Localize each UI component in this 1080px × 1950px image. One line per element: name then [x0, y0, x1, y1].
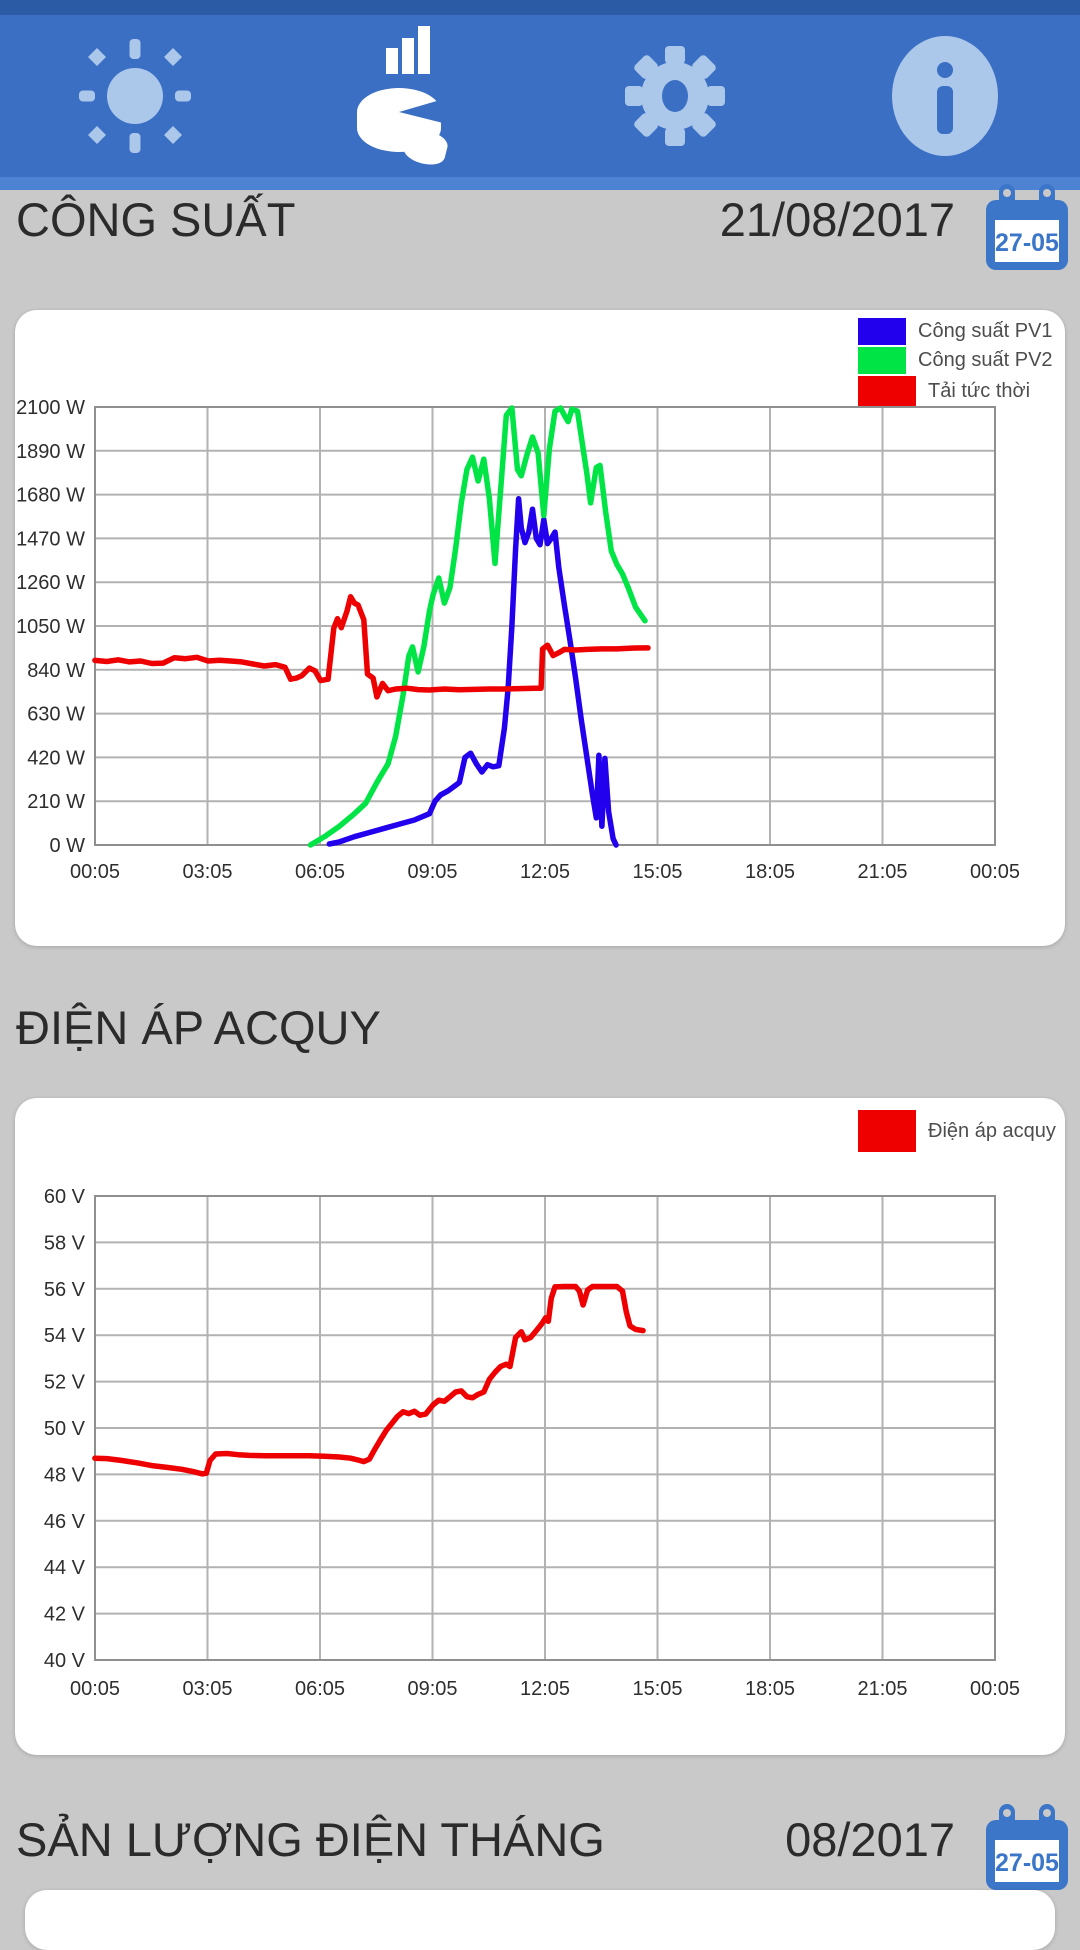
nav-accent-strip [0, 177, 1080, 190]
power-chart-card: Công suất PV1 Công suất PV2 Tải tức thời 2… [15, 310, 1065, 946]
nav-item-info[interactable] [810, 15, 1080, 177]
top-nav-bar [0, 15, 1080, 177]
x-tick-label: 09:05 [407, 1678, 457, 1700]
y-tick-label: 630 W [27, 704, 85, 726]
y-tick-label: 420 W [27, 747, 85, 769]
legend-label: Tải tức thời [928, 379, 1031, 402]
x-tick-label: 06:05 [295, 861, 345, 883]
calendar-icon: 27-05 [986, 1804, 1068, 1890]
y-tick-label: 54 V [44, 1325, 86, 1347]
status-bar [0, 0, 1080, 15]
y-tick-label: 48 V [44, 1464, 86, 1486]
x-tick-label: 03:05 [182, 1678, 232, 1700]
legend-swatch [858, 1110, 916, 1152]
sun-icon [79, 39, 191, 153]
y-tick-label: 56 V [44, 1279, 86, 1301]
y-tick-label: 60 V [44, 1186, 86, 1208]
y-tick-label: 52 V [44, 1372, 86, 1394]
battery-voltage-chart: 60 V 58 V 56 V 54 V 52 V 50 V 48 V 46 V 44 V 42 V… [15, 1178, 1065, 1755]
x-tick-label: 00:05 [70, 861, 120, 883]
y-tick-label: 46 V [44, 1511, 86, 1533]
monthly-date-picker-button[interactable]: 27-05 [984, 1804, 1070, 1896]
legend-item: Công suất PV2 [858, 347, 1053, 374]
series-line [326, 496, 619, 848]
legend-item: Tải tức thời [858, 376, 1053, 406]
x-tick-label: 00:05 [970, 1678, 1020, 1700]
series-line [92, 594, 651, 700]
monthly-chart-card [25, 1890, 1055, 1950]
y-tick-label: 40 V [44, 1650, 86, 1672]
legend-swatch [858, 376, 916, 406]
chart-pie-icon [357, 26, 448, 165]
x-tick-label: 21:05 [857, 861, 907, 883]
x-tick-label: 12:05 [520, 1678, 570, 1700]
y-tick-label: 44 V [44, 1557, 86, 1579]
y-tick-label: 2100 W [16, 397, 85, 419]
y-tick-label: 58 V [44, 1232, 86, 1254]
section-header-monthly: SẢN LƯỢNG ĐIỆN THÁNG 08/2017 27-05 [0, 1798, 1080, 1908]
x-tick-label: 00:05 [970, 861, 1020, 883]
chart-svg: 60 V 58 V 56 V 54 V 52 V 50 V 48 V 46 V 44 V 42 V… [44, 1186, 1020, 1700]
legend-label: Điện áp acquy [928, 1119, 1056, 1142]
x-tick-label: 00:05 [70, 1678, 120, 1700]
x-tick-label: 21:05 [857, 1678, 907, 1700]
legend-label: Công suất PV2 [918, 349, 1053, 371]
y-tick-label: 210 W [27, 791, 85, 813]
calendar-icon: 27-05 [986, 184, 1068, 270]
power-chart-legend: Công suất PV1 Công suất PV2 Tải tức thời [858, 318, 1053, 408]
y-tick-label: 840 W [27, 660, 85, 682]
x-tick-label: 12:05 [520, 861, 570, 883]
section-header-power: CÔNG SUẤT 21/08/2017 27-05 [0, 178, 1080, 288]
nav-item-brightness[interactable] [0, 15, 270, 177]
info-icon [892, 36, 998, 156]
svg-text:27-05: 27-05 [995, 229, 1059, 257]
y-tick-label: 1680 W [16, 485, 85, 507]
nav-item-charts[interactable] [270, 15, 540, 177]
series-line [307, 405, 648, 848]
legend-swatch [858, 318, 906, 345]
nav-item-settings[interactable] [540, 15, 810, 177]
power-date-picker-button[interactable]: 27-05 [984, 184, 1070, 276]
y-tick-label: 0 W [49, 835, 85, 857]
x-tick-label: 18:05 [745, 861, 795, 883]
section-title-monthly: SẢN LƯỢNG ĐIỆN THÁNG [16, 1813, 605, 1866]
y-tick-label: 1050 W [16, 616, 85, 638]
power-date-value: 21/08/2017 [719, 193, 955, 246]
section-title-power: CÔNG SUẤT [16, 193, 296, 246]
x-tick-label: 15:05 [632, 861, 682, 883]
y-tick-label: 42 V [44, 1604, 86, 1626]
battery-chart-legend: Điện áp acquy [858, 1110, 1056, 1154]
y-tick-label: 1890 W [16, 441, 85, 463]
section-header-battery: ĐIỆN ÁP ACQUY [0, 986, 1080, 1096]
legend-swatch [858, 347, 906, 374]
chart-svg: 2100 W 1890 W 1680 W 1470 W 1260 W 1050 W 840 … [16, 397, 1020, 883]
svg-text:27-05: 27-05 [995, 1849, 1059, 1877]
legend-item: Công suất PV1 [858, 318, 1053, 345]
series-line [92, 1283, 646, 1477]
x-tick-label: 15:05 [632, 1678, 682, 1700]
section-title-battery: ĐIỆN ÁP ACQUY [16, 1001, 381, 1054]
y-tick-label: 1470 W [16, 528, 85, 550]
y-tick-label: 50 V [44, 1418, 86, 1440]
y-tick-label: 1260 W [16, 572, 85, 594]
x-tick-label: 09:05 [407, 861, 457, 883]
x-tick-label: 06:05 [295, 1678, 345, 1700]
legend-item: Điện áp acquy [858, 1110, 1056, 1152]
legend-label: Công suất PV1 [918, 320, 1053, 342]
battery-chart-card: Điện áp acquy 60 V 58 V 56 V 54 V 52 V 50 V 48… [15, 1098, 1065, 1755]
x-tick-label: 18:05 [745, 1678, 795, 1700]
monthly-date-value: 08/2017 [785, 1813, 955, 1866]
gear-icon [625, 46, 725, 146]
power-chart: 2100 W 1890 W 1680 W 1470 W 1260 W 1050 W 840 … [15, 390, 1065, 902]
x-tick-label: 03:05 [182, 861, 232, 883]
